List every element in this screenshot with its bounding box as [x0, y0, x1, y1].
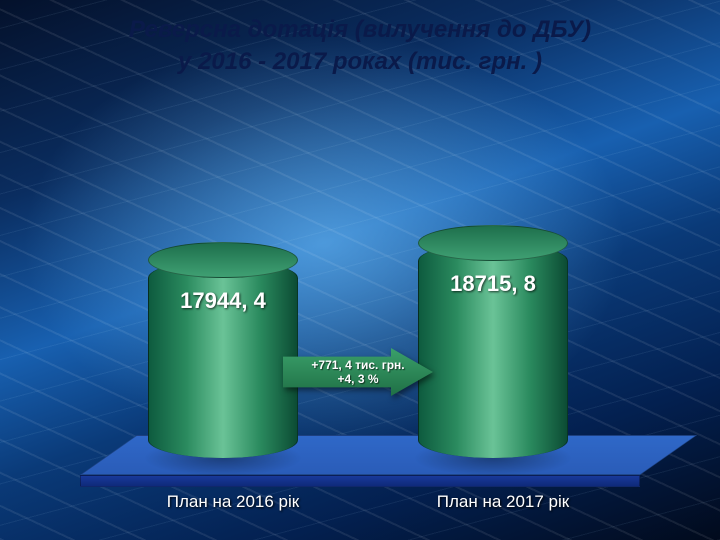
- cylinder-value: 17944, 4: [148, 288, 298, 314]
- x-axis-label-0: План на 2016 рік: [148, 492, 318, 512]
- cylinder-plan_2016: 17944, 4: [148, 260, 298, 458]
- cylinder-top: [418, 225, 568, 261]
- title-line-2: у 2016 - 2017 роках (тис. грн. ): [0, 46, 720, 78]
- delta-arrow: +771, 4 тис. грн. +4, 3 %: [283, 348, 433, 396]
- chart-area: 17944, 4 18715, 8 +771, 4 тис. грн. +4, 3…: [0, 0, 720, 540]
- chart-title: Реверсна дотація (вилучення до ДБУ) у 20…: [0, 14, 720, 79]
- delta-amount: +771, 4 тис. грн.: [311, 358, 404, 372]
- cylinder-value: 18715, 8: [418, 271, 568, 297]
- x-axis-label-1: План на 2017 рік: [418, 492, 588, 512]
- title-line-1: Реверсна дотація (вилучення до ДБУ): [0, 14, 720, 46]
- delta-arrow-body: +771, 4 тис. грн. +4, 3 %: [283, 348, 433, 396]
- delta-percent: +4, 3 %: [337, 372, 378, 386]
- cylinder-plan_2017: 18715, 8: [418, 243, 568, 458]
- cylinder-top: [148, 242, 298, 278]
- base-slab-front: [80, 475, 640, 487]
